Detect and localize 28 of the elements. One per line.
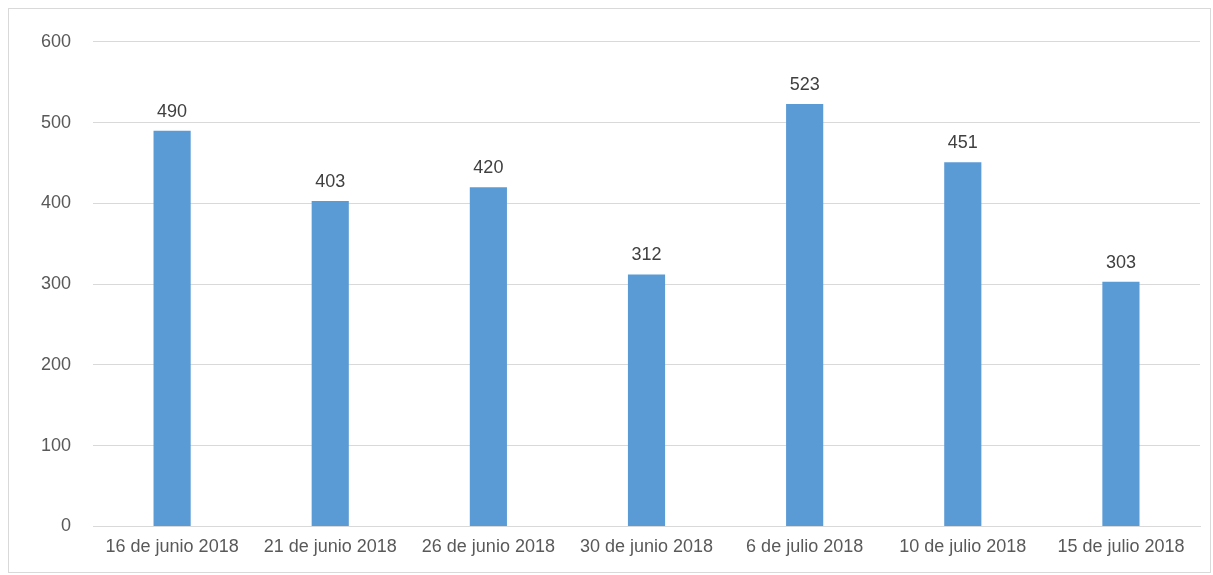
bar	[153, 130, 191, 526]
x-tick-label: 21 de junio 2018	[263, 536, 397, 557]
data-label: 312	[631, 244, 662, 265]
x-tick-label: 26 de junio 2018	[421, 536, 555, 557]
y-tick-label: 300	[40, 273, 72, 294]
y-tick-label: 400	[40, 192, 72, 213]
bar	[944, 162, 982, 526]
y-tick-label: 200	[40, 353, 72, 374]
x-tick-label: 15 de julio 2018	[1057, 536, 1185, 557]
bar	[469, 187, 507, 526]
x-tick-label: 30 de junio 2018	[579, 536, 714, 557]
y-tick-label: 0	[61, 515, 72, 536]
bar	[786, 103, 824, 526]
y-tick-label: 500	[40, 111, 72, 132]
data-label: 303	[1105, 251, 1136, 272]
data-label: 451	[947, 132, 978, 153]
data-label: 490	[157, 100, 188, 121]
y-tick-label: 100	[40, 434, 72, 455]
data-label: 403	[315, 170, 346, 191]
x-tick-label: 10 de julio 2018	[899, 536, 1027, 557]
data-label: 523	[789, 73, 820, 94]
bar	[311, 200, 349, 526]
data-label: 420	[473, 157, 504, 178]
bar	[627, 274, 666, 526]
bar	[1102, 281, 1140, 526]
x-tick-label: 6 de julio 2018	[746, 536, 864, 557]
y-tick-label: 600	[40, 30, 72, 51]
x-tick-label: 16 de junio 2018	[105, 536, 239, 557]
